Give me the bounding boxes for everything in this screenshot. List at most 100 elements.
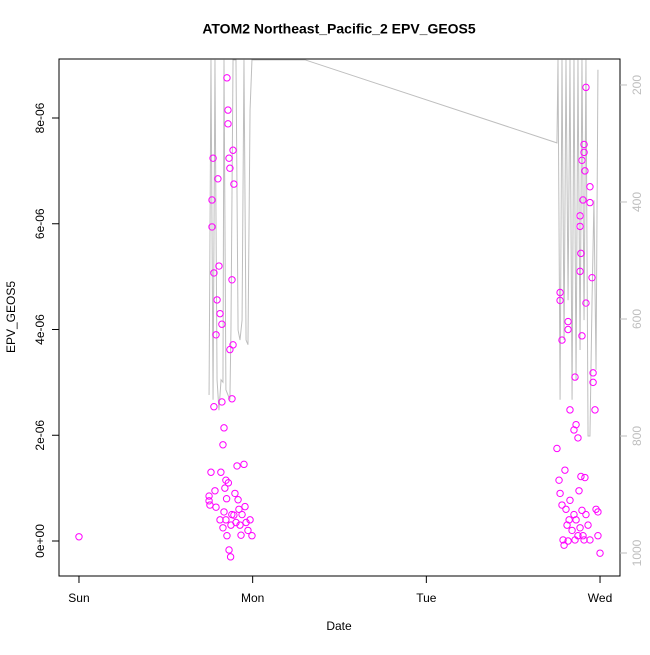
y2-tick-label: 800 — [630, 426, 644, 446]
point — [571, 373, 579, 381]
point — [576, 524, 584, 532]
point — [222, 516, 230, 524]
point — [582, 299, 590, 307]
point — [572, 516, 580, 524]
point — [572, 420, 580, 429]
point — [225, 154, 233, 162]
y2-tick-label: 600 — [630, 309, 644, 329]
plot-area — [75, 59, 604, 561]
point — [236, 521, 244, 529]
point — [579, 196, 587, 204]
point — [223, 532, 231, 540]
point — [556, 296, 564, 305]
point — [228, 395, 236, 403]
pressure-line — [208, 59, 599, 437]
point — [228, 510, 236, 519]
point — [564, 317, 572, 326]
x-tick-label: Wed — [588, 591, 612, 605]
point — [219, 441, 227, 449]
point — [212, 503, 220, 511]
point — [562, 505, 570, 513]
point — [219, 524, 227, 532]
point — [559, 536, 567, 544]
point — [584, 521, 592, 529]
point — [576, 222, 584, 231]
point — [211, 487, 219, 495]
point — [229, 341, 237, 349]
x-axis-label: Date — [326, 619, 352, 633]
point — [209, 154, 217, 162]
point — [576, 267, 584, 276]
chart-title: ATOM2 Northeast_Pacific_2 EPV_GEOS5 — [202, 21, 476, 37]
point — [212, 331, 220, 339]
x-tick-label: Mon — [241, 591, 264, 605]
point — [215, 262, 223, 270]
y2-tick-label: 400 — [630, 192, 644, 212]
point — [558, 501, 566, 509]
point — [218, 320, 226, 328]
point — [586, 536, 594, 544]
point — [248, 532, 256, 540]
point — [235, 505, 243, 513]
point — [246, 516, 254, 524]
point — [218, 398, 226, 406]
point — [558, 336, 566, 344]
point — [220, 424, 228, 432]
point — [588, 273, 596, 282]
point — [561, 466, 569, 474]
y-tick-label: 6e-06 — [33, 208, 47, 239]
point — [581, 473, 589, 482]
point — [224, 479, 233, 487]
point — [553, 444, 561, 453]
point — [226, 553, 235, 561]
point — [224, 106, 232, 114]
point — [208, 223, 216, 231]
point — [222, 494, 231, 503]
point — [586, 198, 594, 207]
point — [205, 492, 213, 500]
point — [578, 332, 586, 340]
point — [566, 496, 574, 504]
x-tick-label: Tue — [416, 591, 437, 605]
point — [580, 140, 588, 149]
point — [221, 484, 229, 492]
point — [576, 212, 584, 220]
point — [581, 167, 589, 175]
point — [226, 164, 234, 172]
point — [244, 526, 252, 535]
point — [575, 487, 583, 495]
point — [579, 532, 587, 540]
point — [238, 510, 246, 519]
point — [555, 476, 563, 484]
y-tick-label: 8e-06 — [33, 102, 47, 133]
point — [233, 462, 241, 470]
y-tick-label: 2e-06 — [33, 420, 47, 451]
point — [577, 249, 585, 258]
y-tick-label: 4e-06 — [33, 314, 47, 345]
y-axis-label: EPV_GEOS5 — [4, 281, 18, 353]
y-tick-label: 0e+00 — [33, 524, 47, 558]
point — [237, 531, 245, 539]
point — [564, 325, 572, 334]
point — [207, 468, 215, 476]
point — [578, 156, 586, 165]
point — [596, 549, 604, 557]
point — [210, 269, 218, 277]
plot-frame — [58, 58, 621, 577]
point — [574, 532, 582, 540]
point — [214, 175, 222, 183]
point — [213, 296, 221, 304]
point — [582, 510, 590, 519]
point — [568, 526, 576, 535]
y2-tick-label: 1000 — [630, 539, 644, 566]
point — [205, 497, 213, 505]
point — [220, 508, 228, 516]
point — [582, 83, 590, 92]
point — [591, 406, 599, 414]
point — [217, 468, 225, 476]
point — [230, 180, 238, 188]
point — [224, 120, 232, 128]
point — [594, 532, 602, 540]
